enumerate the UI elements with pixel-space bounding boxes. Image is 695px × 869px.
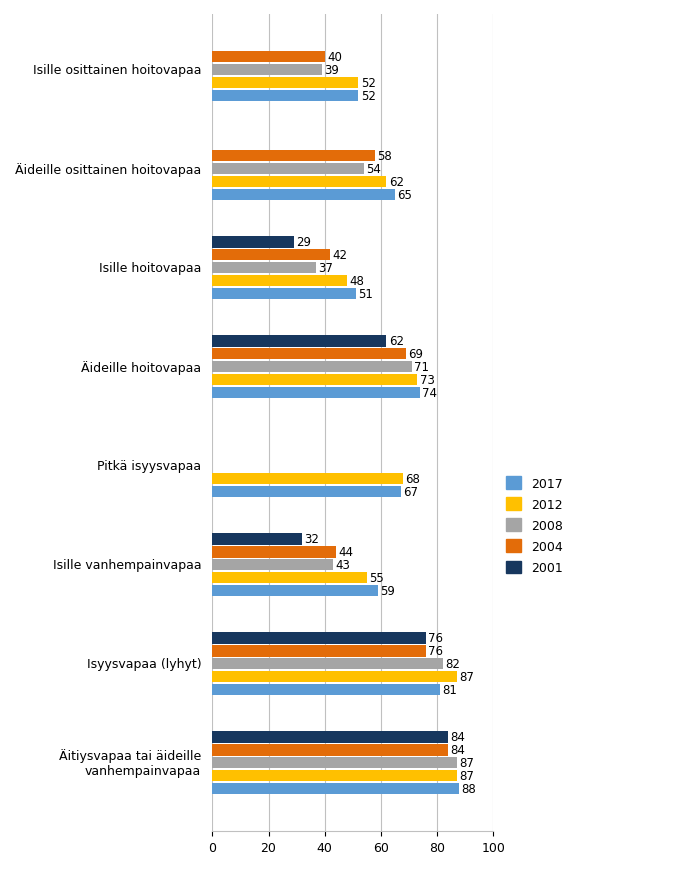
Text: 51: 51 [358, 288, 373, 301]
Bar [213, 336, 386, 348]
Text: 87: 87 [459, 769, 474, 782]
Text: 62: 62 [389, 176, 404, 189]
Text: 54: 54 [366, 163, 381, 176]
Bar [213, 237, 294, 249]
Text: 87: 87 [459, 670, 474, 683]
Bar [213, 757, 457, 768]
Text: 29: 29 [296, 236, 311, 249]
Bar [213, 783, 459, 794]
Bar [213, 348, 406, 360]
Bar [213, 585, 378, 596]
Bar [213, 534, 302, 545]
Text: 62: 62 [389, 335, 404, 348]
Text: 71: 71 [414, 361, 429, 374]
Bar [213, 388, 420, 399]
Bar [213, 151, 375, 163]
Bar [213, 732, 448, 743]
Bar [213, 250, 330, 262]
Text: 44: 44 [338, 546, 353, 559]
Bar [213, 289, 356, 300]
Bar [213, 659, 443, 670]
Bar [213, 671, 457, 682]
Bar [213, 684, 440, 695]
Bar [213, 745, 448, 756]
Text: 88: 88 [461, 782, 477, 795]
Bar [213, 189, 395, 201]
Bar [213, 362, 411, 373]
Text: 76: 76 [428, 632, 443, 645]
Text: 58: 58 [377, 150, 392, 163]
Bar [213, 547, 336, 558]
Text: 40: 40 [327, 51, 342, 64]
Bar [213, 176, 386, 188]
Text: 52: 52 [361, 77, 375, 90]
Text: 42: 42 [332, 249, 348, 262]
Bar [213, 275, 347, 287]
Text: 87: 87 [459, 756, 474, 769]
Bar [213, 164, 364, 176]
Text: 74: 74 [423, 387, 437, 400]
Text: 76: 76 [428, 645, 443, 658]
Bar [213, 78, 359, 90]
Text: 84: 84 [450, 731, 466, 744]
Text: 68: 68 [406, 473, 420, 486]
Text: 32: 32 [304, 533, 319, 546]
Text: 73: 73 [420, 374, 434, 387]
Bar [213, 262, 316, 274]
Bar [213, 560, 333, 571]
Text: 55: 55 [369, 572, 384, 585]
Text: 43: 43 [336, 559, 350, 572]
Bar [213, 65, 322, 76]
Bar [213, 487, 400, 498]
Text: 39: 39 [324, 64, 339, 77]
Bar [213, 573, 367, 584]
Text: 84: 84 [450, 744, 466, 757]
Text: 48: 48 [350, 275, 364, 288]
Bar [213, 52, 325, 63]
Text: 59: 59 [380, 584, 395, 597]
Bar [213, 646, 426, 657]
Bar [213, 90, 359, 102]
Text: 67: 67 [403, 486, 418, 499]
Legend: 2017, 2012, 2008, 2004, 2001: 2017, 2012, 2008, 2004, 2001 [500, 470, 569, 580]
Text: 37: 37 [318, 262, 334, 275]
Bar [213, 474, 403, 485]
Text: 65: 65 [397, 189, 412, 202]
Bar [213, 633, 426, 644]
Text: 81: 81 [442, 683, 457, 696]
Text: 69: 69 [409, 348, 423, 361]
Bar [213, 375, 418, 386]
Bar [213, 770, 457, 781]
Text: 52: 52 [361, 90, 375, 103]
Text: 82: 82 [445, 658, 460, 671]
